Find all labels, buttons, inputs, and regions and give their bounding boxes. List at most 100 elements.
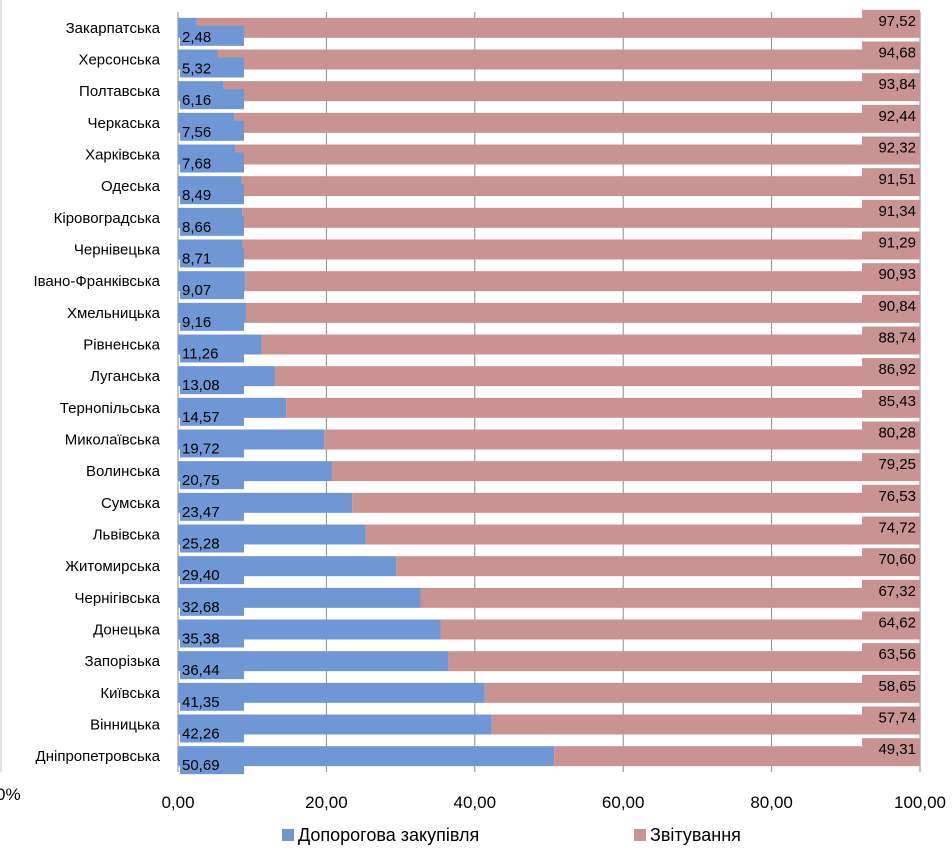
category-label: Хмельницька <box>67 305 161 322</box>
bar-zvituvannia <box>261 334 920 355</box>
label-box-zvituvannia <box>862 643 920 664</box>
value-labels: 2,48 97,52 5,32 94,68 6,16 93,84 7,56 92,44 7,68… <box>180 9 920 775</box>
x-tick-label: 20,00 <box>305 793 348 812</box>
category-label: Івано-Франківська <box>33 273 160 290</box>
value-label-dopohorova: 41,35 <box>182 694 220 711</box>
category-label: Дніпропетровська <box>36 748 161 765</box>
value-label-dopohorova: 19,72 <box>182 441 220 458</box>
bar-zvituvannia <box>448 651 920 672</box>
category-label: Херсонська <box>78 52 160 69</box>
value-label-dopohorova: 5,32 <box>182 61 211 78</box>
value-label-zvituvannia: 90,93 <box>878 266 916 283</box>
label-box-dopohorova <box>180 25 244 46</box>
bar-dopohorova <box>178 682 485 703</box>
value-label-zvituvannia: 70,60 <box>878 551 916 568</box>
label-box-zvituvannia <box>862 199 920 220</box>
label-box-zvituvannia <box>862 548 920 569</box>
value-label-dopohorova: 8,71 <box>182 251 211 268</box>
value-label-dopohorova: 13,08 <box>182 377 220 394</box>
label-box-dopohorova <box>180 247 244 268</box>
bar-zvituvannia <box>275 366 920 387</box>
label-box-dopohorova <box>180 690 244 711</box>
value-label-dopohorova: 42,26 <box>182 726 220 743</box>
category-label: Луганська <box>90 368 160 385</box>
value-label-dopohorova: 20,75 <box>182 472 220 489</box>
label-box-dopohorova <box>180 184 244 205</box>
value-label-dopohorova: 35,38 <box>182 631 220 648</box>
bar-zvituvannia <box>242 239 921 260</box>
bar-zvituvannia <box>223 81 920 102</box>
value-label-zvituvannia: 86,92 <box>878 361 916 378</box>
label-box-zvituvannia <box>862 9 920 30</box>
label-box-zvituvannia <box>862 453 920 474</box>
category-label: Черкаська <box>88 115 161 132</box>
legend-swatch <box>282 829 294 841</box>
label-box-dopohorova <box>180 722 244 743</box>
value-label-zvituvannia: 93,84 <box>878 76 916 93</box>
category-label: Тернопільська <box>60 400 161 417</box>
legend: Допорогова закупівля Звітування <box>282 825 741 845</box>
value-label-dopohorova: 36,44 <box>182 662 220 679</box>
bar-zvituvannia <box>554 746 920 767</box>
label-box-zvituvannia <box>862 579 920 600</box>
value-label-zvituvannia: 92,44 <box>878 108 916 125</box>
label-box-zvituvannia <box>862 136 920 157</box>
value-label-zvituvannia: 88,74 <box>878 330 916 347</box>
label-box-dopohorova <box>180 215 244 236</box>
bar-zvituvannia <box>196 17 920 38</box>
category-label: Волинська <box>86 463 161 480</box>
value-label-dopohorova: 32,68 <box>182 599 220 616</box>
bar-zvituvannia <box>396 556 920 577</box>
label-box-zvituvannia <box>862 516 920 537</box>
label-box-zvituvannia <box>862 73 920 94</box>
value-label-dopohorova: 9,07 <box>182 282 211 299</box>
value-label-zvituvannia: 97,52 <box>878 13 916 30</box>
label-box-zvituvannia <box>862 41 920 62</box>
value-label-zvituvannia: 57,74 <box>878 710 916 727</box>
label-box-dopohorova <box>180 437 244 458</box>
label-box-zvituvannia <box>862 738 920 759</box>
value-label-dopohorova: 7,56 <box>182 124 211 141</box>
value-label-dopohorova: 14,57 <box>182 409 220 426</box>
label-box-dopohorova <box>180 374 244 395</box>
category-label: Чернівецька <box>74 242 161 259</box>
x-tick-label: 0,00 <box>161 793 194 812</box>
bar-zvituvannia <box>245 271 921 292</box>
value-label-zvituvannia: 80,28 <box>878 425 916 442</box>
category-labels: Закарпатська Херсонська Полтавська Черкаськ… <box>33 20 160 765</box>
label-box-dopohorova <box>180 405 244 426</box>
label-box-dopohorova <box>180 532 244 553</box>
label-box-dopohorova <box>180 500 244 521</box>
bar-zvituvannia <box>242 207 920 228</box>
value-label-dopohorova: 23,47 <box>182 504 220 521</box>
value-label-dopohorova: 9,16 <box>182 314 211 331</box>
category-label: Чернігівська <box>75 590 161 607</box>
bar-zvituvannia <box>245 302 921 323</box>
x-tick-label: 40,00 <box>454 793 497 812</box>
label-box-dopohorova <box>180 152 244 173</box>
label-box-dopohorova <box>180 659 244 680</box>
category-label: Запорізька <box>85 653 161 670</box>
value-label-zvituvannia: 63,56 <box>878 646 916 663</box>
bar-dopohorova <box>178 714 492 735</box>
bar-zvituvannia <box>491 714 920 735</box>
bar-zvituvannia <box>484 682 920 703</box>
value-label-dopohorova: 50,69 <box>182 757 220 774</box>
label-box-zvituvannia <box>862 104 920 125</box>
value-label-dopohorova: 29,40 <box>182 567 220 584</box>
value-label-zvituvannia: 74,72 <box>878 520 916 537</box>
value-label-dopohorova: 25,28 <box>182 536 220 553</box>
label-box-dopohorova <box>180 595 244 616</box>
label-box-zvituvannia <box>862 326 920 347</box>
value-label-zvituvannia: 91,34 <box>878 203 916 220</box>
category-label: Полтавська <box>79 83 161 100</box>
label-box-zvituvannia <box>862 294 920 315</box>
label-box-dopohorova <box>180 754 244 775</box>
label-box-zvituvannia <box>862 484 920 505</box>
category-label: Вінницька <box>90 717 161 734</box>
category-label: Рівненська <box>83 337 160 354</box>
bar-zvituvannia <box>365 524 920 545</box>
value-label-zvituvannia: 76,53 <box>878 488 916 505</box>
value-label-zvituvannia: 79,25 <box>878 456 916 473</box>
